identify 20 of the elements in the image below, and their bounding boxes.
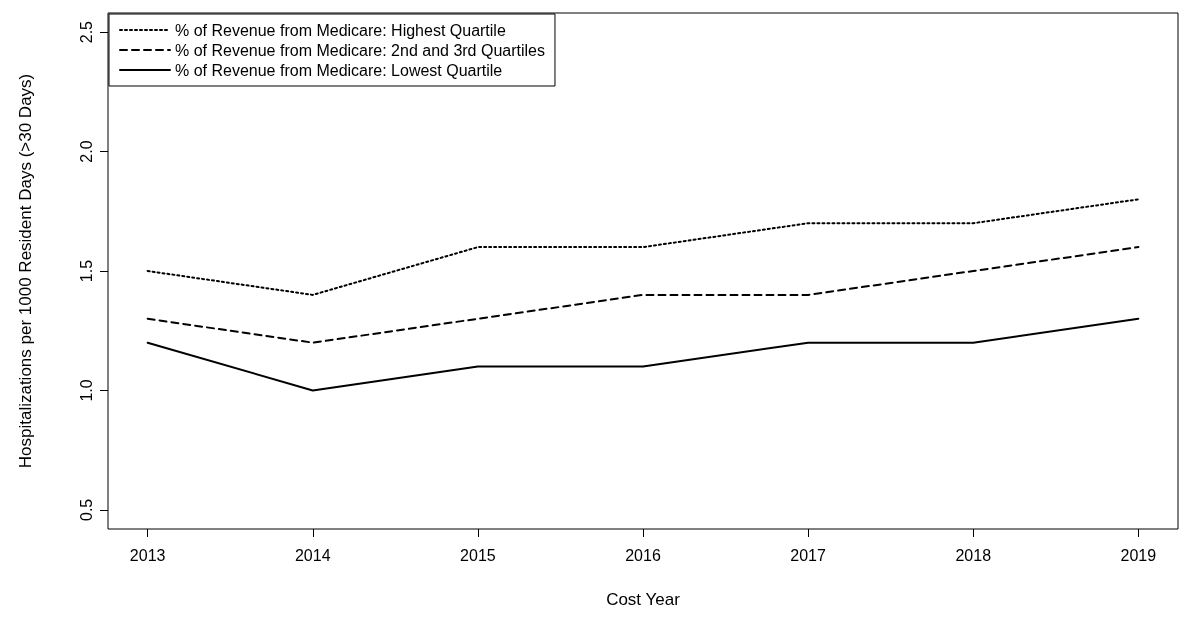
line-series xyxy=(146,246,1140,344)
x-tick-label: 2019 xyxy=(1120,546,1157,564)
legend-label: % of Revenue from Medicare: Lowest Quartile xyxy=(175,61,503,79)
y-axis-title: Hospitalizations per 1000 Resident Days (>30 Days) xyxy=(16,73,35,469)
line-series xyxy=(146,198,1140,296)
x-axis-title: Cost Year xyxy=(606,590,681,609)
y-tick-label: 2.0 xyxy=(77,140,95,163)
x-tick-label: 2017 xyxy=(790,546,827,564)
legend-label: % of Revenue from Medicare: Highest Quartile xyxy=(175,21,506,39)
y-tick-label: 2.5 xyxy=(77,20,95,44)
line-series xyxy=(146,317,1140,392)
legend-label: % of Revenue from Medicare: 2nd and 3rd Quartiles xyxy=(175,41,545,59)
y-tick-label: 0.5 xyxy=(77,498,95,522)
x-tick-label: 2014 xyxy=(294,546,331,564)
x-tick-label: 2013 xyxy=(129,546,166,564)
x-tick-label: 2015 xyxy=(460,546,496,564)
x-tick-label: 2018 xyxy=(955,546,992,564)
y-tick-label: 1.5 xyxy=(77,259,95,283)
y-tick-label: 1.0 xyxy=(77,379,95,402)
x-tick-label: 2016 xyxy=(625,546,661,564)
